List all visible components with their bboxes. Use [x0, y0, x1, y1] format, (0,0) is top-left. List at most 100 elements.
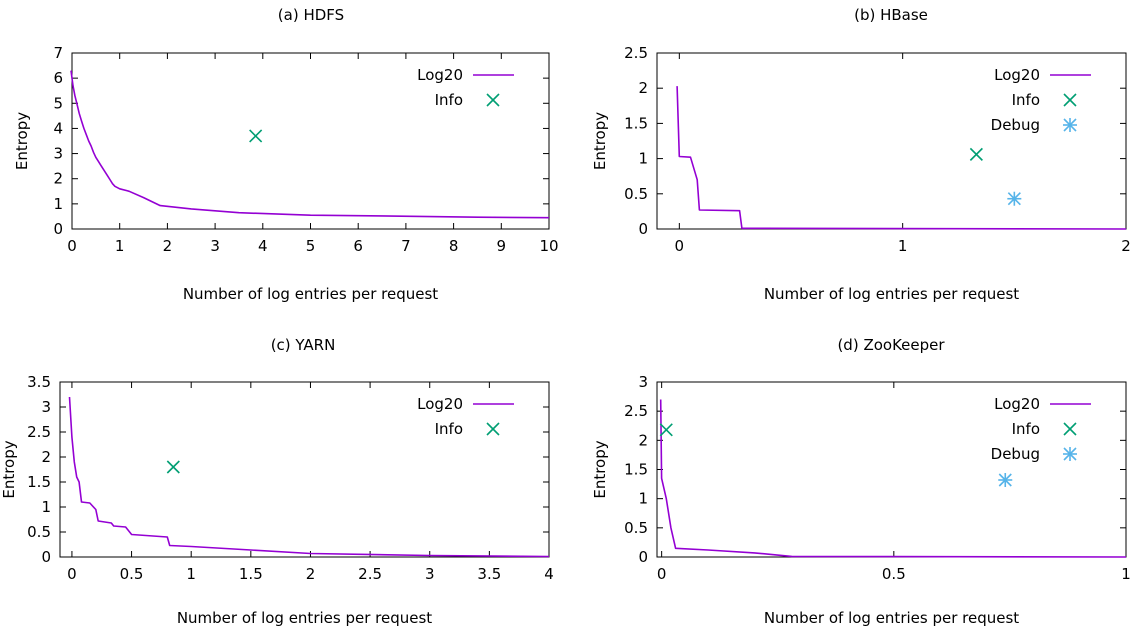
- chart-panel-3: (c) YARN 0 0.5 1 1.5 2 2.5 3 3.5 4 0 0.5 1 1.5 2 2.5 3 3.…: [0, 336, 554, 627]
- series-line-log20: [70, 70, 550, 219]
- x-tick-label: 2.5: [358, 565, 382, 583]
- y-tick-label: 7: [53, 44, 63, 62]
- x-tick-label: 7: [401, 237, 411, 255]
- legend-label-log20: Log20: [417, 66, 463, 84]
- y-tick-label: 1.5: [624, 461, 648, 479]
- x-tick-label: 1.5: [239, 565, 263, 583]
- x-tick-label: 9: [497, 237, 507, 255]
- x-tick-label: 1: [898, 237, 908, 255]
- x-tick-label: 2: [163, 237, 173, 255]
- chart-panel-2: (b) HBase 0 1 2 0 0.5 1 1.5 2 2.5 Number of log en…: [591, 6, 1131, 303]
- y-tick-label: 1.5: [27, 473, 51, 491]
- x-tick-label: 8: [449, 237, 459, 255]
- chart-title: (d) ZooKeeper: [837, 336, 945, 354]
- x-axis-label: Number of log entries per request: [764, 285, 1019, 303]
- x-tick-label: 5: [306, 237, 316, 255]
- legend-marker-debug: [1063, 447, 1077, 461]
- x-tick-label: 0: [67, 565, 77, 583]
- x-tick-label: 1: [1121, 565, 1131, 583]
- x-tick-label: 0.5: [882, 565, 906, 583]
- x-tick-label: 1: [186, 565, 196, 583]
- series-line-log20: [68, 396, 550, 558]
- legend-label-info: Info: [1012, 91, 1040, 109]
- y-tick-label: 2: [638, 431, 648, 449]
- y-tick-label: 4: [53, 119, 63, 137]
- chart-panel-1: (a) HDFS 0 1 2 3 4 5 6 7 8 9 10 0 1 2 3 4 5 6 7 Number of lo…: [13, 6, 559, 303]
- data-point-debug: [998, 473, 1013, 487]
- data-point-info: [969, 147, 983, 161]
- x-tick-label: 3: [425, 565, 435, 583]
- y-tick-label: 1: [638, 150, 648, 168]
- plot-frame: [71, 52, 550, 230]
- chart-title: (c) YARN: [271, 336, 336, 354]
- series-line-log20: [659, 399, 1127, 558]
- y-axis-label: Entropy: [591, 112, 609, 170]
- legend: Log20 Info: [417, 395, 514, 438]
- y-axis-label: Entropy: [0, 440, 18, 498]
- y-tick-label: 3: [638, 373, 648, 391]
- y-axis-label: Entropy: [591, 440, 609, 498]
- legend-label-log20: Log20: [994, 395, 1040, 413]
- y-tick-label: 0: [638, 220, 648, 238]
- data-point-info: [659, 423, 673, 437]
- legend-label-log20: Log20: [417, 395, 463, 413]
- x-tick-label: 1: [115, 237, 125, 255]
- y-tick-label: 1: [41, 498, 51, 516]
- y-tick-label: 2.5: [27, 423, 51, 441]
- legend-label-info: Info: [1012, 420, 1040, 438]
- x-tick-label: 0: [67, 237, 77, 255]
- legend-label-log20: Log20: [994, 66, 1040, 84]
- x-axis-label: Number of log entries per request: [764, 609, 1019, 627]
- x-tick-label: 0.5: [120, 565, 144, 583]
- y-tick-label: 0.5: [27, 523, 51, 541]
- x-tick-label: 2: [306, 565, 316, 583]
- y-tick-label: 0.5: [624, 519, 648, 537]
- legend: Log20 Info Debug: [991, 395, 1091, 463]
- y-tick-label: 3: [53, 145, 63, 163]
- x-tick-label: 2: [1121, 237, 1131, 255]
- legend-label-info: Info: [435, 91, 463, 109]
- y-tick-label: 0: [53, 220, 63, 238]
- y-tick-label: 6: [53, 69, 63, 87]
- y-tick-label: 2: [638, 79, 648, 97]
- y-tick-label: 2.5: [624, 44, 648, 62]
- x-tick-label: 0: [675, 237, 685, 255]
- data-point-info: [166, 460, 180, 474]
- legend-label-debug: Debug: [991, 445, 1040, 463]
- chart-title: (b) HBase: [854, 6, 928, 24]
- legend-marker-debug: [1063, 118, 1077, 132]
- legend-marker-info: [1063, 422, 1077, 436]
- y-tick-label: 3.5: [27, 373, 51, 391]
- legend-marker-info: [1063, 93, 1077, 107]
- legend: Log20 Info Debug: [991, 66, 1091, 134]
- x-axis-label: Number of log entries per request: [183, 285, 438, 303]
- legend-label-info: Info: [435, 420, 463, 438]
- legend-marker-info: [486, 93, 500, 107]
- legend-label-debug: Debug: [991, 116, 1040, 134]
- data-point-info: [249, 129, 263, 143]
- x-tick-label: 3: [210, 237, 220, 255]
- chart-title: (a) HDFS: [278, 6, 344, 24]
- series-line-log20: [676, 86, 1127, 230]
- x-tick-label: 3.5: [477, 565, 501, 583]
- y-tick-label: 2: [41, 448, 51, 466]
- plot-frame: [656, 52, 1127, 230]
- y-axis-label: Entropy: [13, 112, 31, 170]
- plot-frame: [656, 381, 1127, 558]
- legend-marker-info: [486, 422, 500, 436]
- data-point-debug: [1007, 191, 1022, 206]
- x-axis-label: Number of log entries per request: [177, 609, 432, 627]
- x-tick-label: 10: [539, 237, 558, 255]
- x-tick-label: 4: [544, 565, 554, 583]
- y-tick-label: 5: [53, 94, 63, 112]
- y-tick-label: 0: [41, 548, 51, 566]
- chart-panel-4: (d) ZooKeeper 0 0.5 1 0 0.5 1 1.5 2 2.5 3 Number of…: [591, 336, 1131, 627]
- y-tick-label: 1: [53, 195, 63, 213]
- y-tick-label: 1.5: [624, 114, 648, 132]
- x-tick-label: 4: [258, 237, 268, 255]
- y-tick-label: 0.5: [624, 185, 648, 203]
- y-tick-label: 2: [53, 170, 63, 188]
- x-tick-label: 6: [353, 237, 363, 255]
- y-tick-label: 1: [638, 490, 648, 508]
